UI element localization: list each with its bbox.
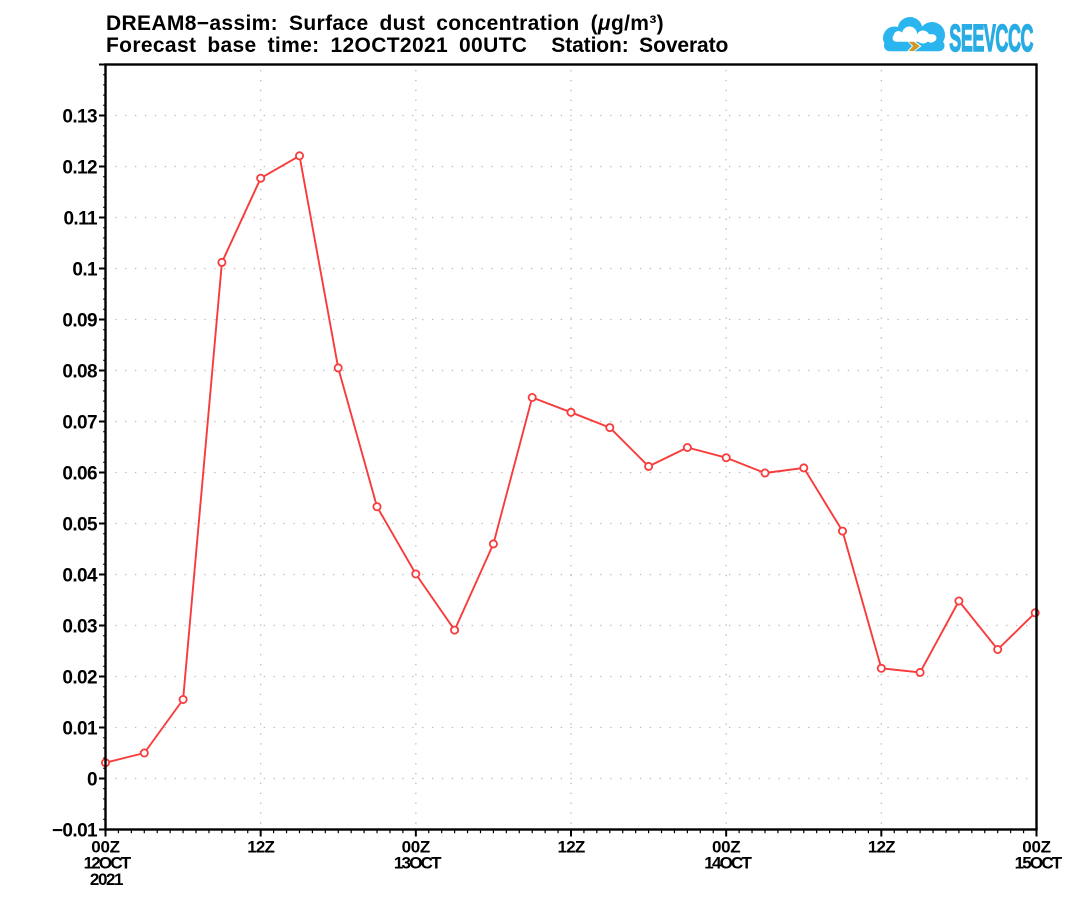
svg-text:15OCT: 15OCT: [1015, 854, 1063, 873]
svg-text:0.01: 0.01: [62, 718, 98, 739]
svg-text:0.13: 0.13: [62, 106, 97, 127]
svg-text:12Z: 12Z: [558, 838, 585, 857]
svg-text:0.05: 0.05: [62, 514, 98, 535]
svg-text:0.02: 0.02: [62, 667, 97, 688]
svg-text:0.04: 0.04: [62, 565, 98, 586]
svg-text:0.1: 0.1: [72, 259, 98, 280]
svg-text:00Z: 00Z: [712, 838, 740, 857]
svg-text:13OCT: 13OCT: [394, 854, 442, 873]
svg-text:0.11: 0.11: [63, 208, 98, 229]
svg-text:SEEVCCC: SEEVCCC: [949, 18, 1033, 60]
svg-text:0.06: 0.06: [62, 463, 97, 484]
svg-text:0.09: 0.09: [62, 310, 97, 331]
svg-text:00Z: 00Z: [91, 838, 119, 857]
svg-text:−0.01: −0.01: [52, 820, 98, 841]
svg-text:12OCT: 12OCT: [84, 854, 132, 873]
svg-text:0.12: 0.12: [62, 157, 97, 178]
svg-text:0.03: 0.03: [62, 616, 97, 637]
svg-text:0.08: 0.08: [62, 361, 97, 382]
svg-text:12Z: 12Z: [868, 838, 895, 857]
svg-text:0.07: 0.07: [62, 412, 97, 433]
svg-text:2021: 2021: [90, 870, 123, 889]
svg-text:00Z: 00Z: [1022, 838, 1050, 857]
svg-text:14OCT: 14OCT: [704, 854, 752, 873]
svg-text:00Z: 00Z: [402, 838, 430, 857]
svg-text:0: 0: [87, 769, 97, 790]
svg-text:12Z: 12Z: [247, 838, 274, 857]
